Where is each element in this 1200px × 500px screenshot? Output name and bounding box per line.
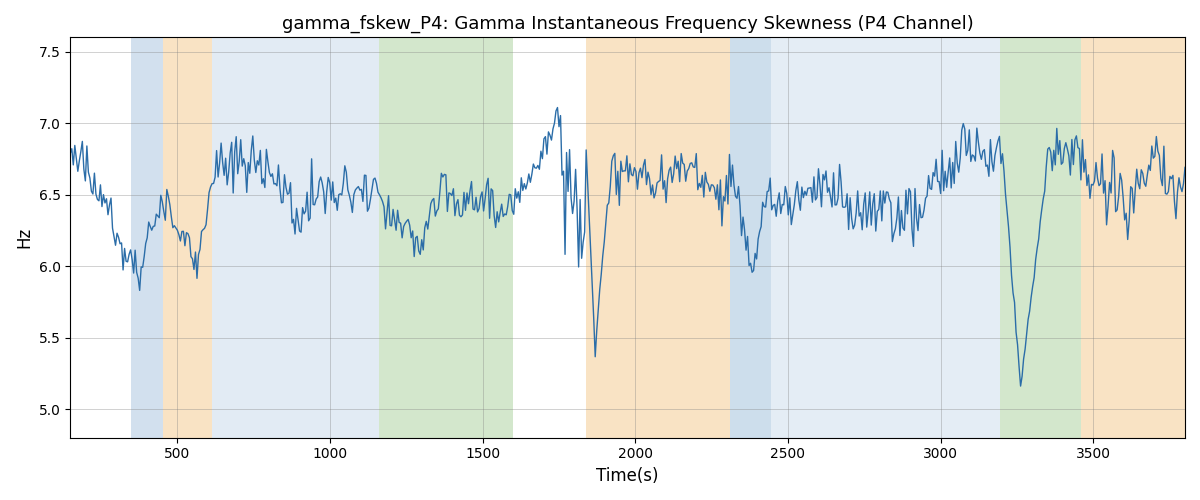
Y-axis label: Hz: Hz [16, 227, 34, 248]
Bar [131, 38, 163, 438]
Bar [212, 38, 379, 438]
Title: gamma_fskew_P4: Gamma Instantaneous Frequency Skewness (P4 Channel): gamma_fskew_P4: Gamma Instantaneous Freq… [282, 15, 973, 34]
Bar [1001, 38, 1081, 438]
Bar [587, 38, 730, 438]
Bar [379, 38, 514, 438]
Bar [1081, 38, 1186, 438]
Bar [772, 38, 929, 438]
Bar [929, 38, 1001, 438]
Bar [163, 38, 212, 438]
Bar [730, 38, 772, 438]
X-axis label: Time(s): Time(s) [596, 467, 659, 485]
